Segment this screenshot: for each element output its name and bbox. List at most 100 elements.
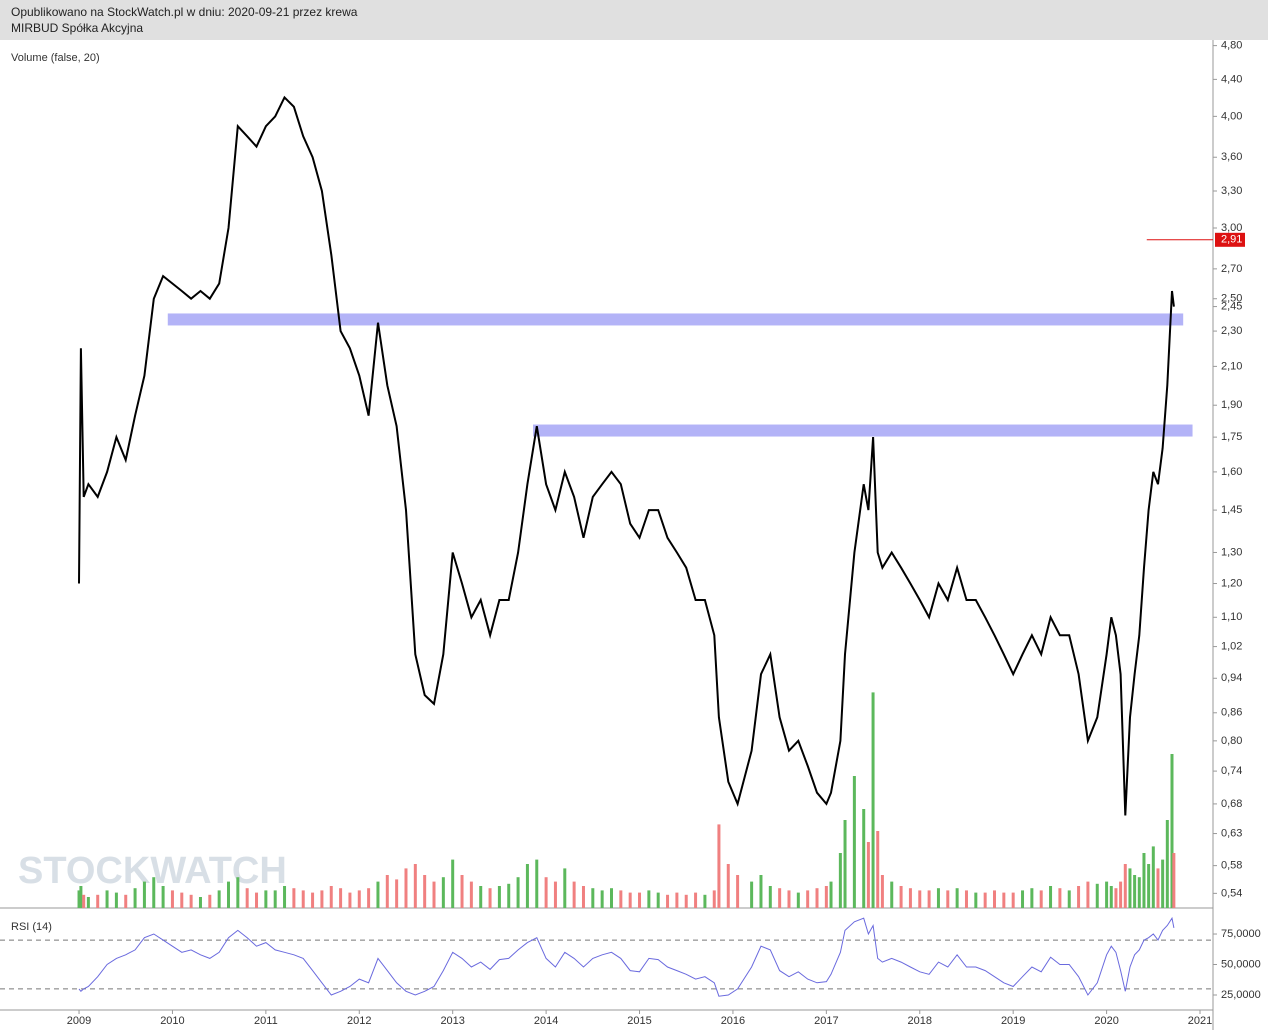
y-tick-label: 0,54 (1221, 887, 1242, 899)
volume-bar (1161, 859, 1165, 908)
y-tick-label: 0,58 (1221, 860, 1242, 872)
volume-bar (198, 897, 202, 908)
volume-bar (927, 890, 931, 908)
x-tick-label: 2011 (254, 1015, 278, 1027)
volume-bar (245, 888, 249, 908)
y-tick-label: 0,94 (1221, 672, 1242, 684)
panel-label: RSI (14) (11, 921, 52, 933)
volume-bar (497, 886, 501, 908)
y-tick-label: 2,70 (1221, 263, 1242, 275)
volume-bar (82, 894, 86, 908)
volume-bar (717, 824, 721, 908)
volume-bar (862, 809, 866, 908)
volume-bar (180, 892, 184, 908)
volume-bar (572, 881, 576, 908)
volume-bar (208, 894, 212, 908)
volume-bar (292, 888, 296, 908)
volume-bar (460, 875, 464, 908)
y-tick-label: 1,60 (1221, 466, 1242, 478)
x-tick-label: 2015 (627, 1015, 651, 1027)
volume-bar (1002, 892, 1006, 908)
volume-bar (469, 881, 473, 908)
last-price-label: 2,91 (1221, 234, 1242, 246)
volume-bar (600, 890, 604, 908)
volume-bar (619, 890, 623, 908)
volume-bar (236, 877, 240, 908)
volume-bar (768, 886, 772, 908)
volume-bar (507, 883, 511, 908)
x-tick-label: 2009 (67, 1015, 91, 1027)
x-tick-label: 2017 (814, 1015, 838, 1027)
volume-bar (964, 890, 968, 908)
volume-bar (890, 881, 894, 908)
volume-bar (759, 875, 763, 908)
y-tick-label: 0,68 (1221, 798, 1242, 810)
volume-bar (563, 868, 567, 908)
y-tick-label: 3,00 (1221, 222, 1242, 234)
volume-bar (946, 890, 950, 908)
volume-bar (1133, 875, 1137, 908)
volume-bar (591, 888, 595, 908)
volume-bar (535, 859, 539, 908)
y-tick-label: 4,00 (1221, 110, 1242, 122)
x-tick-label: 2021 (1188, 1015, 1212, 1027)
volume-bar (152, 877, 156, 908)
volume-bar (918, 890, 922, 908)
y-tick-label: 25,0000 (1221, 989, 1261, 1001)
volume-bar (1049, 886, 1053, 908)
volume-bar (1086, 881, 1090, 908)
y-tick-label: 1,75 (1221, 431, 1242, 443)
volume-bar (105, 890, 109, 908)
volume-bar (441, 877, 445, 908)
volume-bar (866, 842, 870, 908)
volume-bar (376, 881, 380, 908)
x-tick-label: 2012 (347, 1015, 371, 1027)
x-tick-label: 2018 (908, 1015, 932, 1027)
volume-bar (829, 881, 833, 908)
volume-bar (1172, 853, 1176, 908)
x-tick-label: 2010 (160, 1015, 184, 1027)
y-tick-label: 0,86 (1221, 707, 1242, 719)
volume-bar (778, 888, 782, 908)
volume-bar (1067, 890, 1071, 908)
y-tick-label: 3,30 (1221, 185, 1242, 197)
y-tick-label: 0,80 (1221, 735, 1242, 747)
y-tick-label: 0,63 (1221, 827, 1242, 839)
volume-bar (1030, 888, 1034, 908)
volume-bar (525, 864, 529, 908)
header-line: Opublikowano na StockWatch.pl w dniu: 20… (11, 5, 358, 19)
volume-bar (432, 881, 436, 908)
y-tick-label: 4,80 (1221, 40, 1242, 52)
volume-bar (675, 892, 679, 908)
header: Opublikowano na StockWatch.pl w dniu: 20… (0, 0, 1268, 40)
volume-bar (726, 864, 730, 908)
y-tick-label: 2,10 (1221, 360, 1242, 372)
x-tick-label: 2020 (1094, 1015, 1118, 1027)
rsi-line (78, 916, 1175, 997)
volume-bar (1170, 754, 1174, 908)
volume-bar (226, 881, 230, 908)
volume-bar (908, 888, 912, 908)
volume-bar (264, 890, 268, 908)
volume-bar (329, 886, 333, 908)
y-tick-label: 2,50 (1221, 293, 1242, 305)
volume-bar (1137, 877, 1141, 908)
support-band (167, 313, 1184, 326)
volume-bar (609, 888, 613, 908)
y-tick-label: 1,45 (1221, 504, 1242, 516)
volume-bar (367, 888, 371, 908)
y-tick-label: 4,40 (1221, 73, 1242, 85)
volume-bar (1156, 868, 1160, 908)
volume-bar (516, 877, 520, 908)
volume-bar (320, 890, 324, 908)
volume-bar (339, 888, 343, 908)
volume-bar (479, 886, 483, 908)
volume-bar (1147, 864, 1151, 908)
volume-bar (395, 879, 399, 908)
volume-bar (86, 897, 90, 908)
volume-bar (1095, 883, 1099, 908)
panel-label: Volume (false, 20) (11, 52, 100, 64)
x-tick-label: 2013 (440, 1015, 464, 1027)
volume-bar (806, 890, 810, 908)
